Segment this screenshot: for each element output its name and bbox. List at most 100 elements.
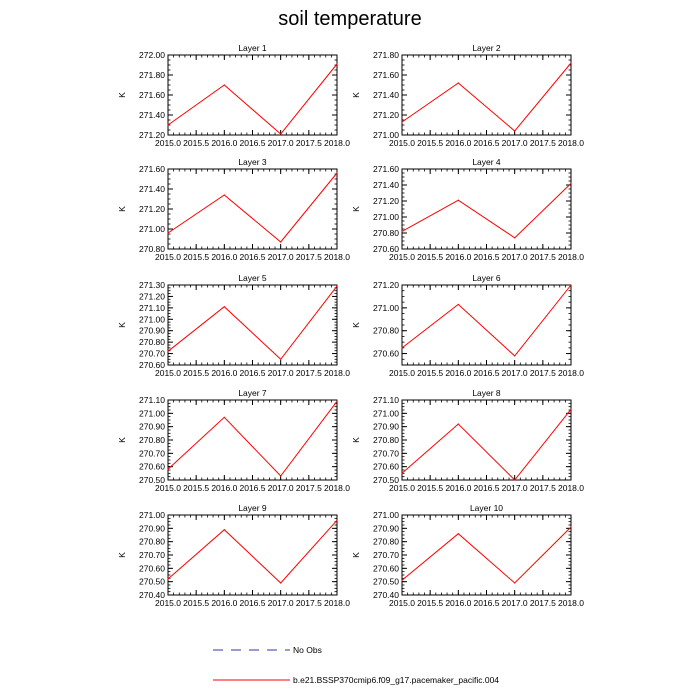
panel-10: Layer 10 K 270.40 270.50 270.60 270.70 270.80 2… xyxy=(351,503,584,608)
x-tick-label: 2016.5 xyxy=(240,483,266,493)
y-tick-label: 271.80 xyxy=(139,70,165,80)
data-point xyxy=(570,526,572,528)
data-point xyxy=(570,284,572,286)
y-tick-label: 270.60 xyxy=(373,244,399,254)
data-point xyxy=(401,579,403,581)
x-tick-label: 2018.0 xyxy=(324,598,350,608)
data-point xyxy=(223,194,225,196)
x-tick-label: 2017.5 xyxy=(296,598,322,608)
data-point xyxy=(514,130,516,132)
data-point xyxy=(167,124,169,126)
data-point xyxy=(457,423,459,425)
panel-9: Layer 9 K 270.40 270.50 270.60 270.70 270.80 27… xyxy=(117,503,350,608)
x-tick-label: 2018.0 xyxy=(558,598,584,608)
y-tick-label: 270.80 xyxy=(139,337,165,347)
y-tick-label: 270.80 xyxy=(373,326,399,336)
x-tick-label: 2016.5 xyxy=(240,138,266,148)
data-point xyxy=(401,121,403,123)
x-tick-label: 2016.0 xyxy=(211,483,237,493)
x-tick-label: 2017.5 xyxy=(530,252,556,262)
data-point xyxy=(336,285,338,287)
y-axis-label: K xyxy=(351,552,361,558)
y-tick-label: 270.80 xyxy=(373,228,399,238)
x-tick-label: 2016.0 xyxy=(445,598,471,608)
y-tick-label: 270.90 xyxy=(373,523,399,533)
y-tick-label: 270.50 xyxy=(373,577,399,587)
y-tick-label: 270.60 xyxy=(139,360,165,370)
y-axis-label: K xyxy=(117,322,127,328)
y-tick-label: 270.90 xyxy=(139,422,165,432)
y-tick-label: 271.60 xyxy=(373,164,399,174)
y-tick-label: 272.00 xyxy=(139,50,165,60)
y-tick-label: 270.60 xyxy=(139,563,165,573)
data-point xyxy=(457,199,459,201)
data-point xyxy=(457,303,459,306)
data-point xyxy=(570,62,572,64)
x-tick-label: 2016.0 xyxy=(211,598,237,608)
panel-2: Layer 2 K 271.00 271.20 271.40 271.60 271.80 20… xyxy=(351,43,584,148)
series-line xyxy=(167,400,338,477)
x-tick-label: 2017.5 xyxy=(296,368,322,378)
series-line xyxy=(167,63,338,135)
panel-7: Layer 7 K 270.50 270.60 270.70 270.80 270.90 27… xyxy=(117,388,350,493)
series-line xyxy=(401,408,572,481)
y-tick-label: 271.10 xyxy=(373,395,399,405)
x-tick-label: 2018.0 xyxy=(324,138,350,148)
x-tick-label: 2017.0 xyxy=(502,598,528,608)
panel-title: Layer 6 xyxy=(472,273,501,283)
y-tick-label: 270.70 xyxy=(139,550,165,560)
data-point xyxy=(401,230,403,232)
panel-3: Layer 3 K 270.80 271.00 271.20 271.40 271.60 20… xyxy=(117,157,350,262)
x-tick-label: 2015.0 xyxy=(155,138,181,148)
x-tick-label: 2015.5 xyxy=(183,483,209,493)
x-tick-label: 2015.0 xyxy=(389,598,415,608)
data-point xyxy=(514,479,516,481)
panel-title: Layer 1 xyxy=(238,43,267,53)
x-tick-label: 2017.0 xyxy=(502,368,528,378)
data-point xyxy=(167,578,169,580)
y-tick-label: 271.60 xyxy=(373,70,399,80)
data-point xyxy=(457,533,459,535)
x-tick-label: 2017.0 xyxy=(502,483,528,493)
x-tick-label: 2017.5 xyxy=(296,252,322,262)
plot-frame xyxy=(167,168,338,250)
x-tick-label: 2017.0 xyxy=(268,138,294,148)
plot-frame xyxy=(167,399,338,481)
x-tick-label: 2016.5 xyxy=(474,138,500,148)
x-tick-label: 2018.0 xyxy=(558,483,584,493)
data-point xyxy=(280,582,282,584)
x-tick-label: 2016.5 xyxy=(240,252,266,262)
x-tick-label: 2018.0 xyxy=(324,483,350,493)
data-point xyxy=(336,63,338,65)
y-tick-label: 271.00 xyxy=(139,408,165,418)
data-point xyxy=(570,182,572,184)
x-tick-label: 2017.0 xyxy=(268,252,294,262)
y-tick-label: 271.00 xyxy=(373,303,399,313)
x-tick-label: 2017.5 xyxy=(296,483,322,493)
x-tick-label: 2016.0 xyxy=(211,252,237,262)
series-line xyxy=(401,62,572,132)
x-tick-label: 2017.5 xyxy=(296,138,322,148)
y-tick-label: 271.00 xyxy=(139,224,165,234)
panel-title: Layer 2 xyxy=(472,43,501,53)
x-tick-label: 2015.0 xyxy=(155,598,181,608)
legend: No Obs b.e21.BSSP370cmip6.f09_g17.pacemak… xyxy=(213,645,499,685)
x-tick-label: 2018.0 xyxy=(558,368,584,378)
plot-frame xyxy=(167,514,338,596)
data-point xyxy=(336,519,338,521)
y-tick-label: 271.00 xyxy=(373,408,399,418)
data-point xyxy=(336,400,338,402)
y-tick-label: 271.10 xyxy=(139,395,165,405)
series-line xyxy=(167,172,338,243)
y-axis-label: K xyxy=(117,552,127,558)
x-tick-label: 2016.0 xyxy=(445,138,471,148)
plot-frame xyxy=(401,54,572,136)
data-point xyxy=(223,84,225,86)
panel-4: Layer 4 K 270.60 270.80 271.00 271.20 271.40 27… xyxy=(351,157,584,262)
panel-1: Layer 1 K 271.20 271.40 271.60 271.80 272.00 20… xyxy=(117,43,350,148)
x-tick-label: 2015.0 xyxy=(389,252,415,262)
plot-frame xyxy=(401,168,572,250)
y-axis-label: K xyxy=(117,437,127,443)
x-tick-label: 2018.0 xyxy=(558,252,584,262)
panel-5: Layer 5K270.60270.70270.80270.90271.0027… xyxy=(117,273,350,378)
